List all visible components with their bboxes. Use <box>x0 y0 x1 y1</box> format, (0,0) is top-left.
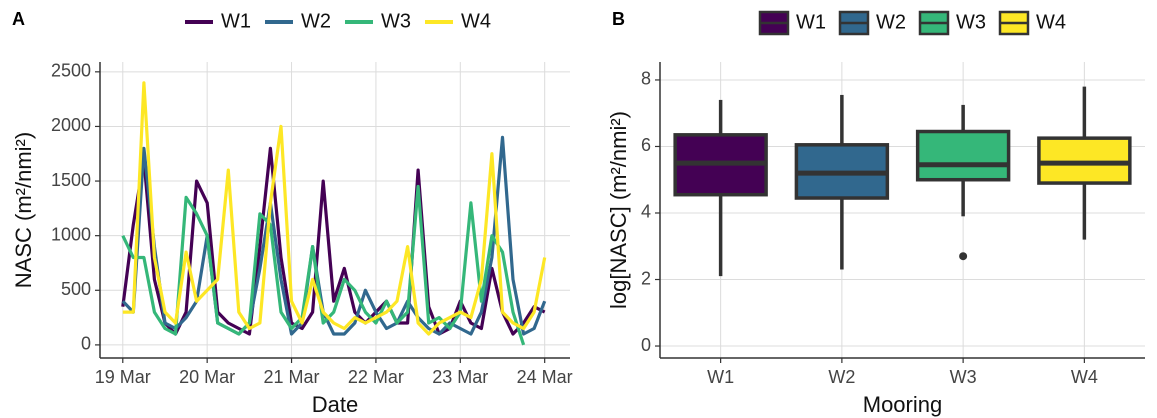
legend-label: W2 <box>876 11 906 33</box>
y-tick-label: 500 <box>61 279 91 299</box>
y-tick-label: 4 <box>641 202 651 222</box>
y-tick-label: 1500 <box>51 170 91 190</box>
x-tick-label: 19 Mar <box>95 367 151 387</box>
y-axis-title: NASC (m²/nmi²) <box>11 132 36 288</box>
legend-label: W4 <box>1036 11 1066 33</box>
series-line <box>122 81 547 336</box>
legend-label: W3 <box>956 11 986 33</box>
y-tick-label: 1000 <box>51 224 91 244</box>
legend-label: W2 <box>301 10 331 32</box>
x-tick-label: W2 <box>828 367 855 387</box>
panel-label: B <box>612 9 625 29</box>
y-axis-title: log[NASC] (m²/nmi²) <box>606 111 631 309</box>
box <box>915 129 1011 182</box>
y-tick-label: 2500 <box>51 61 91 81</box>
x-tick-label: W3 <box>950 367 977 387</box>
series-line <box>121 135 547 336</box>
x-axis-title: Date <box>312 392 358 417</box>
series-line <box>121 184 526 346</box>
y-tick-label: 6 <box>641 135 651 155</box>
panel-label: A <box>12 9 25 29</box>
x-tick-label: 20 Mar <box>179 367 235 387</box>
x-tick-label: W4 <box>1071 367 1098 387</box>
x-tick-label: 24 Mar <box>517 367 573 387</box>
legend-label: W4 <box>461 10 491 32</box>
legend-label: W1 <box>221 10 251 32</box>
x-axis-title: Mooring <box>863 392 942 417</box>
y-tick-label: 0 <box>81 334 91 354</box>
outlier <box>959 252 968 261</box>
x-tick-label: 21 Mar <box>264 367 320 387</box>
y-tick-label: 2 <box>641 268 651 288</box>
x-tick-label: 23 Mar <box>432 367 488 387</box>
legend-label: W1 <box>796 11 826 33</box>
y-tick-label: 8 <box>641 69 651 89</box>
y-tick-label: 0 <box>641 335 651 355</box>
y-tick-label: 2000 <box>51 115 91 135</box>
x-tick-label: 22 Mar <box>348 367 404 387</box>
legend-label: W3 <box>381 10 411 32</box>
x-tick-label: W1 <box>707 367 734 387</box>
